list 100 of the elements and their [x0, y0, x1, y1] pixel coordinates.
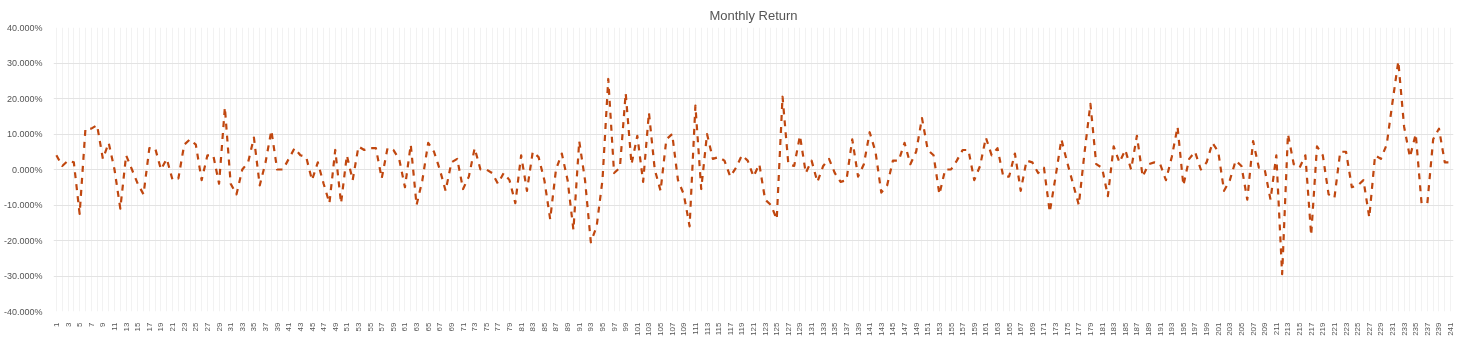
x-tick-label: 239	[1434, 321, 1444, 336]
x-tick-label: 63	[412, 321, 422, 332]
x-tick-label: 55	[365, 321, 375, 332]
x-tick-label: 15	[133, 321, 143, 332]
x-tick-label: 45	[307, 321, 317, 332]
x-tick-label: 49	[330, 321, 340, 332]
x-tick-label: 115	[714, 321, 724, 336]
x-tick-label: 97	[609, 321, 619, 332]
y-tick-label: 10.000%	[6, 129, 43, 139]
x-tick-label: 151	[923, 321, 933, 336]
x-tick-label: 51	[342, 321, 352, 332]
x-tick-label: 195	[1178, 321, 1188, 336]
x-tick-label: 87	[551, 321, 561, 332]
x-tick-label: 91	[574, 321, 584, 332]
x-tick-label: 47	[319, 321, 329, 332]
x-tick-label: 3	[63, 321, 73, 327]
x-tick-label: 11	[110, 321, 119, 331]
y-tick-label: 40.000%	[6, 22, 43, 33]
x-tick-label: 237	[1422, 321, 1432, 336]
x-tick-label: 43	[295, 321, 305, 332]
x-tick-label: 19	[156, 321, 166, 332]
x-tick-label: 199	[1202, 321, 1212, 336]
x-tick-label: 171	[1039, 321, 1049, 336]
x-tick-label: 103	[644, 321, 654, 336]
x-tick-label: 227	[1364, 321, 1374, 336]
x-tick-label: 215	[1295, 321, 1305, 336]
x-tick-label: 209	[1260, 321, 1270, 336]
x-tick-label: 223	[1341, 321, 1351, 336]
x-tick-label: 83	[528, 321, 538, 332]
x-tick-label: 77	[493, 321, 503, 332]
x-tick-label: 229	[1376, 321, 1386, 336]
x-tick-label: 85	[539, 321, 549, 332]
x-tick-label: 31	[226, 321, 236, 332]
x-tick-label: 143	[876, 321, 886, 336]
x-tick-label: 207	[1248, 321, 1258, 336]
x-tick-label: 73	[470, 321, 480, 332]
x-tick-label: 109	[679, 321, 689, 336]
x-tick-label: 233	[1399, 321, 1409, 336]
x-tick-label: 61	[400, 321, 410, 332]
x-tick-label: 145	[888, 321, 898, 336]
x-tick-label: 69	[446, 321, 456, 332]
x-tick-label: 113	[702, 321, 712, 336]
x-tick-label: 203	[1225, 321, 1235, 336]
x-tick-label: 25	[191, 321, 201, 332]
x-tick-label: 147	[900, 321, 910, 336]
x-tick-label: 191	[1155, 321, 1165, 336]
x-tick-label: 173	[1051, 321, 1061, 336]
x-tick-label: 59	[388, 321, 398, 332]
y-tick-label: -10.000%	[3, 200, 43, 210]
x-tick-label: 157	[958, 321, 968, 336]
x-tick-label: 225	[1353, 321, 1363, 336]
x-tick-label: 213	[1283, 321, 1293, 336]
x-tick-label: 139	[853, 321, 863, 336]
x-tick-label: 29	[214, 321, 224, 332]
x-tick-label: 17	[144, 321, 154, 332]
x-tick-label: 75	[481, 321, 491, 332]
x-tick-label: 175	[1062, 321, 1072, 336]
x-tick-label: 193	[1167, 321, 1177, 336]
x-tick-label: 183	[1109, 321, 1119, 336]
x-tick-label: 197	[1190, 321, 1200, 336]
x-tick-label: 201	[1213, 321, 1223, 336]
x-tick-label: 241	[1446, 321, 1456, 336]
chart-title: Monthly Return	[709, 7, 798, 23]
x-tick-label: 189	[1144, 321, 1154, 336]
x-tick-label: 105	[656, 321, 666, 336]
x-tick-label: 155	[946, 321, 956, 336]
x-tick-label: 101	[632, 321, 642, 336]
line-series	[55, 60, 1452, 276]
x-tick-label: 159	[969, 321, 979, 336]
x-tick-label: 217	[1306, 321, 1316, 336]
y-tick-label: -20.000%	[3, 235, 43, 246]
x-tick-label: 169	[1027, 321, 1037, 336]
x-tick-label: 131	[807, 321, 817, 336]
x-tick-label: 161	[981, 321, 991, 336]
x-tick-label: 107	[667, 321, 677, 336]
x-tick-label: 167	[1016, 321, 1026, 336]
x-tick-label: 129	[795, 321, 805, 336]
x-tick-label: 53	[353, 321, 363, 332]
x-tick-label: 111	[690, 321, 700, 335]
x-tick-label: 211	[1271, 321, 1281, 336]
x-tick-label: 67	[435, 321, 445, 332]
x-tick-label: 221	[1329, 321, 1339, 336]
x-tick-label: 181	[1097, 321, 1107, 336]
x-tick-label: 81	[516, 321, 526, 332]
x-tick-label: 149	[911, 321, 921, 336]
x-tick-label: 135	[830, 321, 840, 336]
x-tick-label: 21	[168, 321, 178, 332]
x-tick-label: 205	[1236, 321, 1246, 336]
x-tick-label: 99	[621, 321, 631, 332]
x-tick-label: 219	[1318, 321, 1328, 336]
x-tick-label: 41	[284, 321, 294, 332]
x-tick-label: 163	[992, 321, 1002, 336]
x-tick-label: 57	[377, 321, 387, 332]
x-tick-label: 93	[586, 321, 596, 332]
y-tick-label: -30.000%	[3, 271, 43, 281]
y-tick-label: 20.000%	[6, 93, 43, 104]
x-tick-label: 71	[458, 321, 468, 332]
x-tick-label: 37	[261, 321, 271, 332]
x-tick-label: 177	[1074, 321, 1084, 336]
x-tick-label: 33	[237, 321, 247, 332]
